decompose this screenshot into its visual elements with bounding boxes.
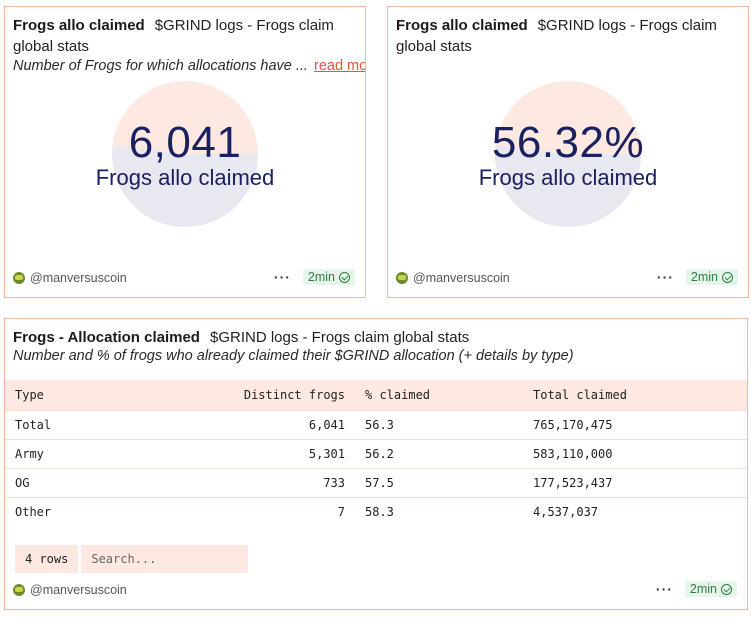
cell-total-claimed: 4,537,037 — [523, 496, 747, 526]
counter-value: 56.32% — [491, 118, 645, 167]
counter-visual: 56.32% Frogs allo claimed — [388, 81, 748, 233]
card-title[interactable]: Frogs allo claimed — [396, 17, 528, 34]
table-row: Other 7 58.3 4,537,037 — [5, 496, 747, 526]
check-circle-icon — [339, 271, 350, 283]
results-table: Type Distinct frogs % claimed Total clai… — [5, 380, 747, 526]
table-tools: 4 rows — [15, 545, 249, 573]
author-link[interactable]: @manversuscoin — [13, 583, 127, 597]
card-header: Frogs allo claimed $GRIND logs - Frogs cl… — [396, 15, 740, 57]
freshness-badge: 2min — [685, 269, 738, 285]
query-link[interactable]: $GRIND logs - Frogs claim global stats — [396, 17, 717, 55]
read-more-link[interactable]: read more — [314, 58, 366, 74]
footer-tools: ··· 2min — [657, 269, 738, 285]
footer-tools: ··· 2min — [274, 269, 355, 285]
avatar-icon — [13, 584, 25, 596]
query-link[interactable]: $GRIND logs - Frogs claim global stats — [209, 329, 470, 346]
freshness-badge: 2min — [684, 581, 737, 597]
author-link[interactable]: @manversuscoin — [13, 271, 127, 285]
card-description: Number of Frogs for which allocations ha… — [13, 58, 366, 74]
cell-distinct-frogs: 6,041 — [175, 409, 355, 439]
background-pie — [495, 81, 641, 227]
counter-value: 6,041 — [128, 118, 242, 167]
row-count-badge: 4 rows — [15, 545, 79, 573]
cell-percent-claimed: 58.3 — [355, 496, 523, 526]
more-dots-icon[interactable]: ··· — [273, 269, 291, 285]
freshness-text: 2min — [690, 270, 718, 284]
table-row: Army 5,301 56.2 583,110,000 — [5, 438, 747, 468]
author-name: @manversuscoin — [30, 271, 127, 285]
cell-type: Total — [5, 409, 175, 439]
more-dots-icon[interactable]: ··· — [656, 269, 674, 285]
cell-distinct-frogs: 5,301 — [175, 438, 355, 468]
counter-visual: 6,041 Frogs allo claimed — [5, 81, 365, 233]
avatar-icon — [13, 272, 25, 284]
cell-total-claimed: 765,170,475 — [523, 409, 747, 439]
author-link[interactable]: @manversuscoin — [396, 271, 510, 285]
freshness-text: 2min — [689, 582, 717, 596]
card-title[interactable]: Frogs - Allocation claimed — [13, 329, 200, 346]
footer-tools: ··· 2min — [656, 581, 737, 597]
column-header-distinct-frogs[interactable]: Distinct frogs — [243, 387, 345, 402]
cell-total-claimed: 583,110,000 — [523, 438, 747, 468]
column-header-percent-claimed[interactable]: % claimed — [365, 387, 431, 402]
cell-percent-claimed: 56.2 — [355, 438, 523, 468]
check-circle-icon — [721, 583, 732, 595]
table-row: Total 6,041 56.3 765,170,475 — [5, 409, 747, 439]
card-footer: @manversuscoin ··· 2min — [13, 269, 355, 287]
cell-percent-claimed: 57.5 — [355, 467, 523, 497]
card-header: Frogs - Allocation claimed $GRIND logs - … — [13, 327, 739, 348]
cell-type: Other — [5, 496, 175, 526]
author-name: @manversuscoin — [413, 271, 510, 285]
card-footer: @manversuscoin ··· 2min — [396, 269, 738, 287]
counter-label: Frogs allo claimed — [478, 165, 658, 190]
avatar-icon — [396, 272, 408, 284]
column-header-type[interactable]: Type — [15, 387, 44, 402]
card-description: Number and % of frogs who already claime… — [13, 348, 574, 364]
card-title[interactable]: Frogs allo claimed — [13, 17, 145, 34]
freshness-text: 2min — [307, 270, 335, 284]
search-input[interactable] — [81, 545, 249, 573]
cell-type: Army — [5, 438, 175, 468]
cell-distinct-frogs: 7 — [175, 496, 355, 526]
column-header-total-claimed[interactable]: Total claimed — [533, 387, 627, 402]
cell-distinct-frogs: 733 — [175, 467, 355, 497]
card-header: Frogs allo claimed $GRIND logs - Frogs cl… — [13, 15, 357, 57]
counter-card-percent: Frogs allo claimed $GRIND logs - Frogs cl… — [387, 6, 749, 298]
cell-type: OG — [5, 467, 175, 497]
table-row: OG 733 57.5 177,523,437 — [5, 467, 747, 497]
author-name: @manversuscoin — [30, 583, 127, 597]
counter-card-count: Frogs allo claimed $GRIND logs - Frogs cl… — [4, 6, 366, 298]
check-circle-icon — [722, 271, 733, 283]
cell-total-claimed: 177,523,437 — [523, 467, 747, 497]
freshness-badge: 2min — [302, 269, 355, 285]
more-dots-icon[interactable]: ··· — [655, 581, 673, 597]
background-pie — [112, 81, 258, 227]
description-text: Number of Frogs for which allocations ha… — [13, 58, 308, 74]
query-link[interactable]: $GRIND logs - Frogs claim global stats — [13, 17, 334, 55]
table-card: Frogs - Allocation claimed $GRIND logs - … — [4, 318, 748, 610]
table-header-row: Type Distinct frogs % claimed Total clai… — [5, 380, 747, 410]
cell-percent-claimed: 56.3 — [355, 409, 523, 439]
card-footer: @manversuscoin ··· 2min — [13, 581, 737, 599]
counter-label: Frogs allo claimed — [95, 165, 275, 190]
